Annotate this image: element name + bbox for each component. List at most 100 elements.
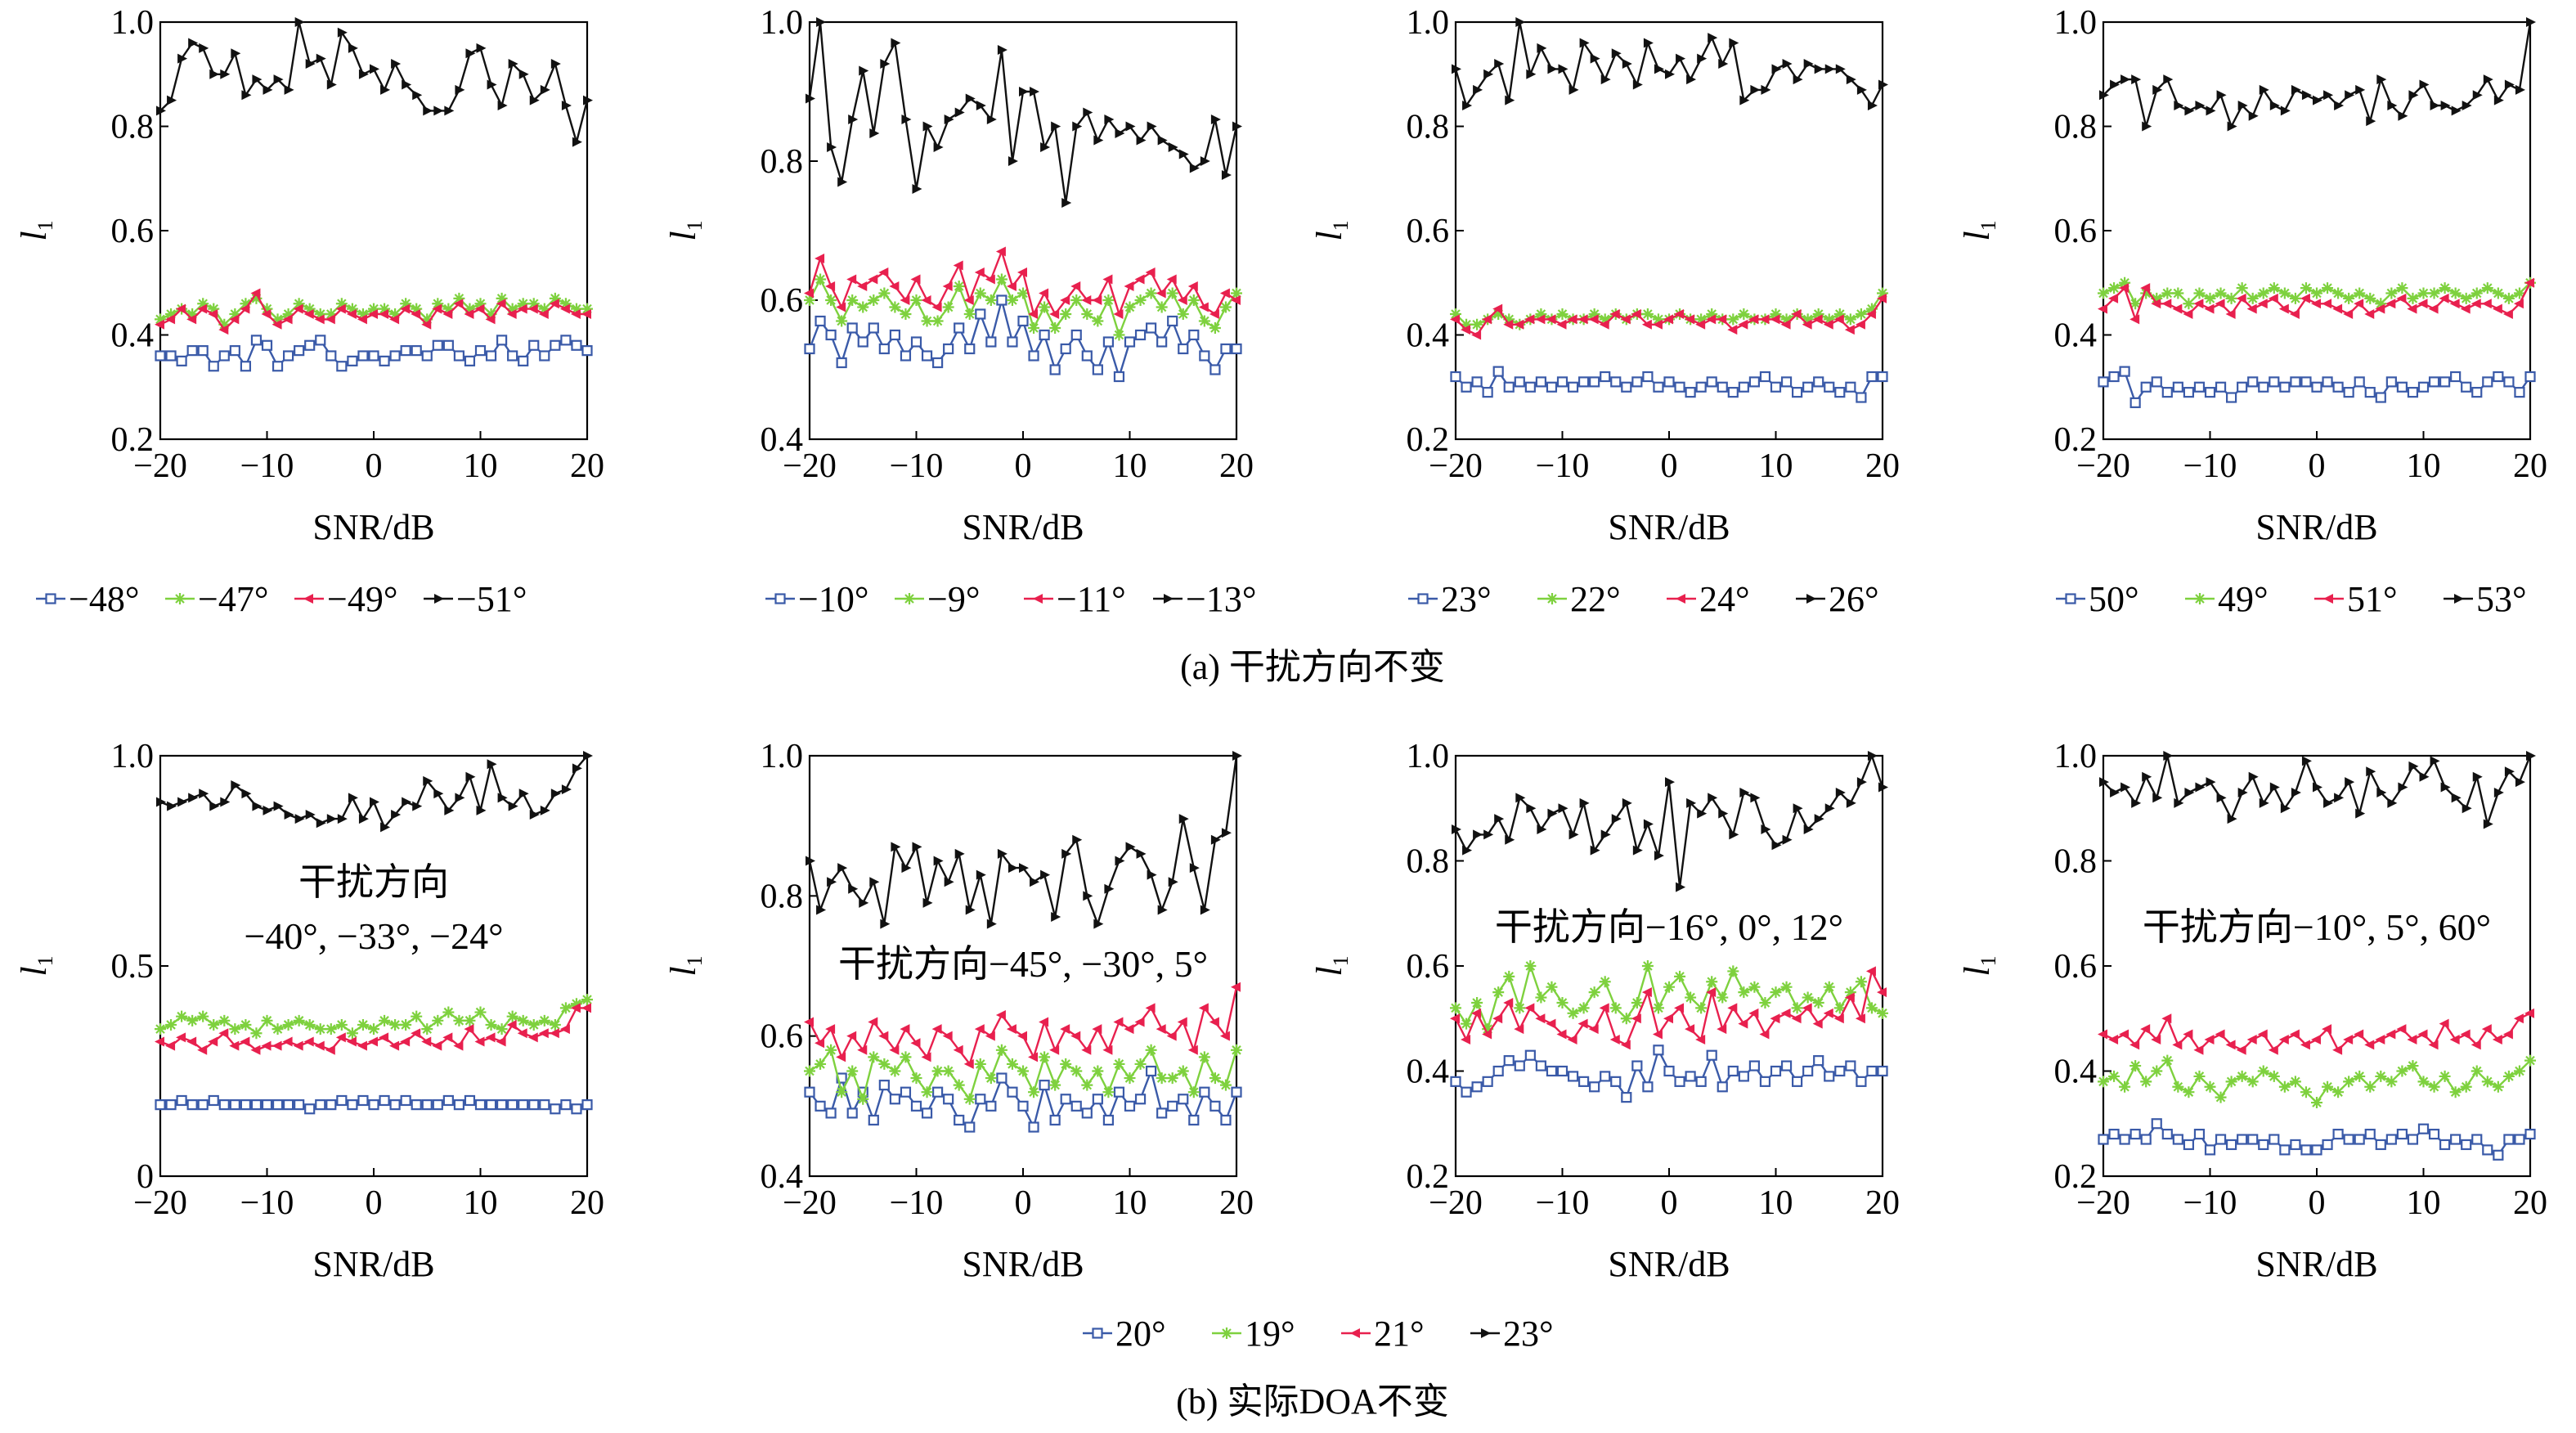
- data-point: [1189, 163, 1200, 173]
- data-point: [1855, 1013, 1865, 1024]
- data-point: [921, 315, 933, 327]
- data-point: [846, 322, 858, 334]
- data-point: [1813, 1055, 1824, 1067]
- data-point: [1157, 905, 1168, 915]
- series-line: [808, 755, 1238, 925]
- data-point: [1727, 1065, 1739, 1077]
- annotation: 干扰方向−10°, 5°, 60°: [2143, 906, 2491, 948]
- data-point: [2513, 1065, 2525, 1077]
- data-point: [2172, 1080, 2184, 1093]
- data-point: [1061, 848, 1072, 859]
- data-point: [2460, 292, 2472, 304]
- data-point: [1503, 313, 1515, 326]
- data-point: [912, 184, 922, 194]
- data-point: [1791, 309, 1802, 319]
- data-point: [325, 314, 335, 325]
- data-point: [2439, 1018, 2449, 1029]
- legend-label: 53°: [2476, 579, 2527, 619]
- data-point: [1855, 976, 1867, 988]
- data-point: [1168, 142, 1178, 152]
- data-point: [1833, 314, 1844, 325]
- y-tick-label: 0.6: [111, 213, 155, 250]
- data-point: [2204, 387, 2216, 398]
- data-point: [921, 295, 931, 305]
- data-point: [282, 308, 294, 320]
- data-point: [1568, 84, 1579, 95]
- data-point: [453, 350, 465, 362]
- data-point: [1102, 1086, 1115, 1098]
- data-point: [910, 1072, 922, 1085]
- data-point: [325, 350, 337, 362]
- data-point: [1729, 38, 1739, 48]
- data-point: [942, 1065, 954, 1077]
- data-point: [1631, 996, 1643, 1008]
- data-point: [1641, 308, 1654, 320]
- legend-label: 23°: [1503, 1314, 1554, 1354]
- data-point: [1759, 314, 1770, 325]
- x-tick-label: 20: [1865, 1184, 1900, 1222]
- data-point: [2364, 1128, 2376, 1140]
- data-point: [209, 69, 220, 79]
- data-point: [1856, 84, 1867, 95]
- data-point: [346, 1036, 357, 1047]
- data-point: [411, 1010, 423, 1022]
- data-point: [2151, 292, 2163, 304]
- x-axis-label: SNR/dB: [312, 1244, 434, 1284]
- data-point: [2140, 1024, 2151, 1035]
- data-point: [314, 1040, 325, 1051]
- data-point: [2289, 292, 2301, 304]
- data-point: [2172, 1040, 2183, 1050]
- data-point: [1124, 1100, 1136, 1112]
- data-point: [2119, 1134, 2130, 1145]
- data-point: [900, 1086, 912, 1098]
- y-tick-label: 0.2: [2054, 1158, 2098, 1196]
- y-tick-label: 1.0: [1407, 738, 1450, 775]
- data-point: [1695, 319, 1706, 330]
- data-point: [1102, 1114, 1115, 1126]
- data-point: [1450, 1013, 1460, 1024]
- x-axis-label: SNR/dB: [962, 1244, 1084, 1284]
- data-point: [1092, 1094, 1103, 1105]
- data-point: [1231, 982, 1241, 992]
- plot-frame: [2102, 754, 2532, 1178]
- series-0: [804, 294, 1242, 383]
- data-point: [370, 797, 379, 807]
- data-point: [891, 38, 901, 48]
- data-point: [2461, 1139, 2472, 1151]
- data-point: [2332, 303, 2343, 314]
- data-point: [2396, 381, 2408, 393]
- data-point: [518, 788, 529, 799]
- data-point: [1814, 814, 1824, 824]
- series-2: [2098, 277, 2534, 325]
- data-point: [1546, 1065, 1558, 1077]
- data-point: [889, 281, 900, 291]
- data-point: [2172, 1134, 2183, 1145]
- series-0: [804, 1065, 1242, 1133]
- data-point: [2247, 376, 2259, 388]
- data-point: [868, 274, 878, 285]
- data-point: [293, 298, 305, 310]
- legend-marker: [174, 593, 186, 604]
- data-point: [1232, 751, 1242, 761]
- y-tick-label: 0.8: [761, 878, 804, 915]
- data-point: [432, 298, 444, 310]
- data-point: [1663, 314, 1673, 325]
- data-point: [1199, 350, 1210, 362]
- data-point: [1124, 1072, 1136, 1085]
- data-point: [2417, 381, 2430, 393]
- data-point: [1611, 48, 1622, 59]
- series-line: [2103, 21, 2532, 128]
- data-point: [889, 329, 901, 341]
- data-point: [1070, 281, 1081, 291]
- data-point: [1577, 1002, 1590, 1014]
- data-point: [559, 1002, 572, 1014]
- data-point: [1727, 965, 1739, 977]
- caption-a: (a) 干扰方向不变: [1180, 647, 1445, 687]
- data-point: [389, 1018, 402, 1031]
- data-point: [303, 1018, 316, 1031]
- data-point: [2227, 121, 2237, 132]
- data-point: [2291, 84, 2301, 95]
- data-point: [1654, 851, 1664, 861]
- data-point: [804, 294, 815, 306]
- data-point: [1450, 314, 1460, 325]
